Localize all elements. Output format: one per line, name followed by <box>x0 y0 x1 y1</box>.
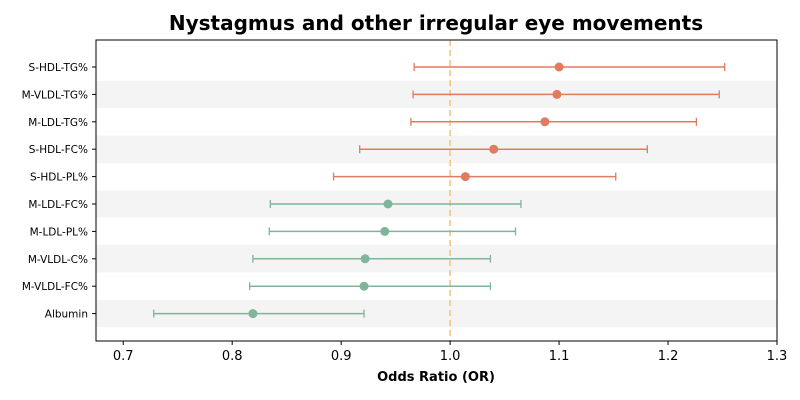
axes: S-HDL-TG% M-VLDL-TG% M-LDL-TG% S-HDL-FC% S-H… <box>22 39 788 364</box>
or-point <box>248 309 258 319</box>
or-point <box>554 62 564 72</box>
or-point <box>383 199 393 209</box>
y-tick-label: S-HDL-TG% <box>29 62 88 74</box>
or-point <box>359 281 369 291</box>
row-m-ldl-tg- <box>410 117 698 127</box>
or-point <box>460 172 470 182</box>
x-tick-label: 1.3 <box>767 349 788 364</box>
chart-title: Nystagmus and other irregular eye moveme… <box>169 11 703 35</box>
or-point <box>540 117 550 127</box>
y-tick-label: Albumin <box>45 309 88 321</box>
x-tick-label: 1.1 <box>549 349 570 364</box>
row-s-hdl-pl- <box>332 172 617 182</box>
x-tick-label: 1.0 <box>440 349 461 364</box>
or-point <box>360 254 370 264</box>
y-tick-label: S-HDL-PL% <box>30 172 88 184</box>
row-s-hdl-tg- <box>413 62 726 72</box>
x-tick-label: 0.8 <box>222 349 243 364</box>
row-m-vldl-fc- <box>248 281 492 291</box>
or-point <box>552 89 562 99</box>
row-m-ldl-pl- <box>268 226 517 236</box>
y-tick-label: S-HDL-FC% <box>29 144 88 156</box>
x-axis-label: Odds Ratio (OR) <box>377 370 495 385</box>
data-marks <box>153 62 726 319</box>
y-tick-label: M-LDL-TG% <box>28 117 88 129</box>
row-albumin <box>153 309 365 319</box>
y-tick-label: M-VLDL-C% <box>28 254 88 266</box>
plot-frame <box>95 39 778 342</box>
or-point <box>489 144 499 154</box>
y-tick-label: M-VLDL-TG% <box>22 89 88 101</box>
row-s-hdl-fc- <box>359 144 648 154</box>
x-tick-label: 0.7 <box>113 349 134 364</box>
row-m-vldl-c- <box>252 254 492 264</box>
y-tick-label: M-LDL-FC% <box>28 199 88 211</box>
or-point <box>380 226 390 236</box>
y-tick-label: M-VLDL-FC% <box>22 281 88 293</box>
row-m-ldl-fc- <box>269 199 522 209</box>
x-tick-label: 1.2 <box>658 349 679 364</box>
x-tick-label: 0.9 <box>331 349 352 364</box>
y-tick-label: M-LDL-PL% <box>30 226 88 238</box>
row-m-vldl-tg- <box>412 89 720 99</box>
